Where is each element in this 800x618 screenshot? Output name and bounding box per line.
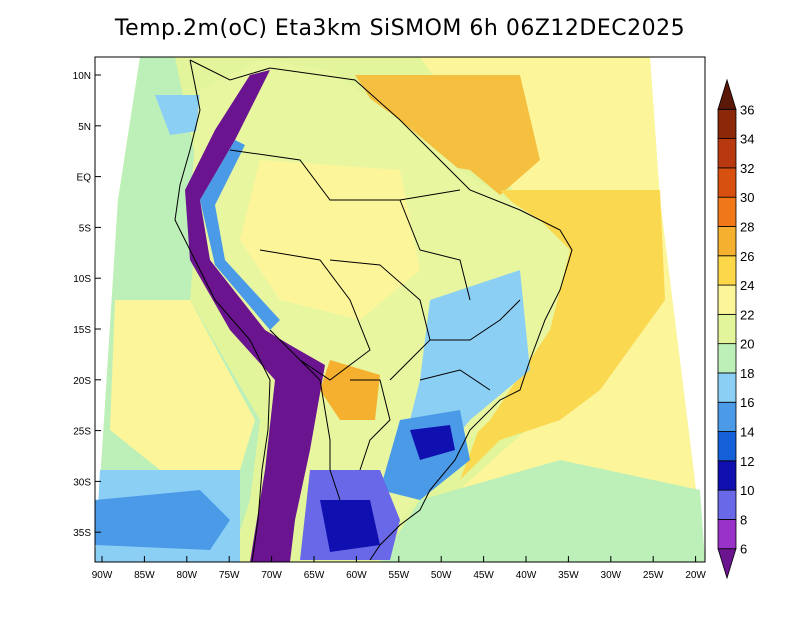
lon-label: 65W [304, 570, 325, 581]
andes-range [185, 70, 325, 562]
southern-cone-dark [320, 500, 380, 552]
colorbar-label: 36 [740, 102, 754, 117]
colorbar-label: 26 [740, 249, 754, 264]
chaco-orange [320, 360, 380, 420]
lon-label: 80W [177, 570, 198, 581]
atlantic-green-south [380, 460, 705, 562]
colorbar-label: 14 [740, 425, 754, 440]
lat-label: EQ [77, 173, 92, 184]
colorbar-label: 20 [740, 337, 754, 352]
lat-label: 10S [73, 274, 91, 285]
lat-label: 15S [73, 325, 91, 336]
latitude-axis: 10N 5N EQ 5S 10S 15S 20S 25S 30S 35S [73, 71, 101, 539]
pacific-patch [155, 95, 205, 135]
lat-label: 25S [73, 427, 91, 438]
lon-label: 30W [601, 570, 622, 581]
pacific-yellow [110, 300, 255, 470]
colorbar-bin [717, 343, 737, 374]
lon-label: 50W [431, 570, 452, 581]
colorbar-label: 16 [740, 395, 754, 410]
lon-label: 40W [516, 570, 537, 581]
lat-label: 5N [78, 122, 91, 133]
lon-label: 55W [389, 570, 410, 581]
colorbar-label: 28 [740, 219, 754, 234]
lon-label: 60W [346, 570, 367, 581]
map-frame [94, 56, 706, 563]
colorbar-label: 10 [740, 483, 754, 498]
colorbar-label: 34 [740, 132, 754, 147]
country-borders [229, 149, 521, 501]
colorbar-label: 30 [740, 190, 754, 205]
colorbar-bin [717, 196, 737, 227]
colorbar-label: 12 [740, 454, 754, 469]
atlantic-gold [460, 190, 665, 480]
lon-label: 75W [219, 570, 240, 581]
colorbar-label: 32 [740, 161, 754, 176]
colorbar-bin [717, 460, 737, 491]
lat-label: 10N [73, 71, 91, 82]
longitude-axis: 90W 85W 80W 75W 70W 65W 60W 55W 50W 45W 40W 35W 30W 2… [92, 556, 706, 581]
colorbar-bin [717, 284, 737, 315]
colorbar-bin [717, 78, 737, 110]
southeast-darkblue [410, 425, 455, 460]
lat-label: 20S [73, 376, 91, 387]
lon-label: 70W [261, 570, 282, 581]
colorbar-bin [717, 519, 737, 550]
colorbar-label: 24 [740, 278, 754, 293]
coastline [174, 59, 573, 562]
colorbar-bin [717, 108, 737, 139]
colorbar-bin [717, 138, 737, 169]
pacific-blue [95, 490, 230, 550]
lon-label: 35W [558, 570, 579, 581]
colorbar-bin [717, 401, 737, 432]
andes-edge [200, 140, 280, 330]
map-field [95, 57, 705, 562]
atlantic-yellow [380, 57, 705, 562]
lon-label: 25W [643, 570, 664, 581]
colorbar-bin [717, 372, 737, 403]
lat-label: 5S [79, 223, 92, 234]
colorbar-label: 6 [740, 542, 747, 557]
colorbar-label: 22 [740, 307, 754, 322]
colorbar-label: 8 [740, 512, 747, 527]
colorbar-bin [717, 313, 737, 345]
atlantic-orange [355, 75, 540, 195]
lon-label: 45W [473, 570, 494, 581]
colorbar-bin [717, 548, 737, 580]
colorbar-bin [717, 167, 737, 198]
colorbar: 6 8 10 12 14 16 18 20 22 24 26 28 30 32 34 36 [717, 78, 754, 580]
lat-label: 35S [73, 528, 91, 539]
map-title: Temp.2m(oC) Eta3km SiSMOM 6h 06Z12DEC202… [114, 16, 686, 41]
colorbar-bin [717, 431, 737, 462]
colorbar-bin [717, 489, 737, 520]
lon-label: 90W [92, 570, 113, 581]
lon-label: 20W [685, 570, 706, 581]
colorbar-bin [717, 255, 737, 286]
colorbar-label: 18 [740, 366, 754, 381]
borders [174, 59, 573, 562]
lat-label: 30S [73, 477, 91, 488]
colorbar-bin [717, 226, 737, 257]
lon-label: 85W [134, 570, 155, 581]
